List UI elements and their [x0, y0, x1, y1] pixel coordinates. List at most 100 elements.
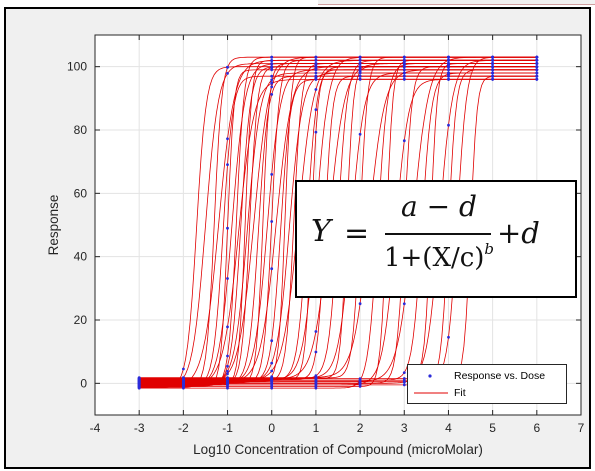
data-point: [315, 88, 318, 91]
formula-exponent: b: [484, 240, 494, 258]
data-point: [491, 62, 494, 65]
data-point: [270, 78, 273, 81]
data-point: [359, 56, 362, 59]
data-point: [270, 66, 273, 69]
data-point: [359, 379, 362, 382]
data-point: [270, 362, 273, 365]
data-point: [226, 355, 229, 358]
data-point: [270, 63, 273, 66]
formula-denominator-base: 1+(X/c): [384, 243, 484, 273]
data-point: [270, 220, 273, 223]
data-point: [226, 66, 229, 69]
data-point: [359, 62, 362, 65]
data-point: [315, 131, 318, 134]
y-tick-label: 60: [74, 186, 88, 200]
legend-item-fit: Fit: [408, 385, 566, 401]
data-point: [535, 62, 538, 65]
data-point: [491, 56, 494, 59]
data-point: [403, 56, 406, 59]
data-point: [403, 75, 406, 78]
y-axis-label: Response: [46, 195, 61, 256]
data-point: [447, 124, 450, 127]
data-point: [315, 59, 318, 62]
formula-box: Y = a − d 1+(X/c)b +d: [295, 180, 577, 298]
x-tick-label: 6: [533, 421, 540, 435]
data-point: [226, 163, 229, 166]
data-point: [315, 67, 318, 70]
data-point: [226, 384, 229, 387]
data-point: [182, 379, 185, 382]
x-tick-label: 0: [268, 421, 275, 435]
data-point: [270, 379, 273, 382]
data-point: [491, 72, 494, 75]
data-point: [138, 384, 141, 387]
formula-denominator: 1+(X/c)b: [381, 240, 497, 273]
y-tick-label: 40: [74, 250, 88, 264]
formula-numerator: a − d: [389, 190, 489, 223]
data-point: [226, 137, 229, 140]
data-point: [226, 277, 229, 280]
legend-item-points: Response vs. Dose: [408, 368, 566, 384]
data-point: [403, 379, 406, 382]
formula-lhs: Y: [311, 214, 331, 249]
data-point: [270, 173, 273, 176]
x-tick-label: 5: [489, 421, 496, 435]
legend-label-points: Response vs. Dose: [454, 370, 545, 382]
data-point: [270, 59, 273, 62]
data-point: [315, 72, 318, 75]
x-tick-label: -2: [178, 421, 189, 435]
data-point: [226, 365, 229, 368]
legend-point-symbol: [410, 368, 450, 384]
data-point: [226, 370, 229, 373]
data-point: [359, 302, 362, 305]
legend-line-symbol: [410, 385, 450, 401]
data-point: [270, 339, 273, 342]
data-point: [359, 133, 362, 136]
x-tick-label: 1: [313, 421, 320, 435]
data-point: [447, 73, 450, 76]
x-tick-label: -4: [90, 421, 101, 435]
data-point: [535, 78, 538, 81]
data-point: [535, 72, 538, 75]
data-point: [270, 93, 273, 96]
data-point: [491, 78, 494, 81]
data-point: [535, 59, 538, 62]
formula-equals: =: [344, 216, 369, 251]
data-point: [403, 384, 406, 387]
legend: Response vs. Dose Fit: [407, 364, 567, 404]
x-tick-label: 7: [578, 421, 585, 435]
data-point: [535, 56, 538, 59]
data-point: [315, 63, 318, 66]
data-point: [315, 76, 318, 79]
formula-tail: +d: [497, 216, 540, 250]
data-point: [447, 56, 450, 59]
data-point: [138, 379, 141, 382]
y-tick-label: 80: [74, 123, 88, 137]
data-point: [315, 56, 318, 59]
data-point: [491, 75, 494, 78]
data-point: [270, 56, 273, 59]
legend-label-fit: Fit: [454, 387, 466, 399]
x-axis-label: Log10 Concentration of Compound (microMo…: [193, 442, 483, 457]
data-point: [403, 72, 406, 75]
data-point: [359, 70, 362, 73]
data-point: [491, 59, 494, 62]
x-tick-label: 3: [401, 421, 408, 435]
data-point: [182, 368, 185, 371]
data-point: [535, 75, 538, 78]
data-point: [535, 65, 538, 68]
x-tick-label: -3: [134, 421, 145, 435]
data-point: [226, 326, 229, 329]
data-point: [447, 336, 450, 339]
data-point: [403, 68, 406, 71]
data-point: [270, 384, 273, 387]
data-point: [315, 108, 318, 111]
data-point: [403, 371, 406, 374]
data-point: [447, 68, 450, 71]
data-point: [403, 139, 406, 142]
data-point: [359, 384, 362, 387]
data-point: [226, 379, 229, 382]
y-tick-label: 20: [74, 313, 88, 327]
data-point: [447, 78, 450, 81]
